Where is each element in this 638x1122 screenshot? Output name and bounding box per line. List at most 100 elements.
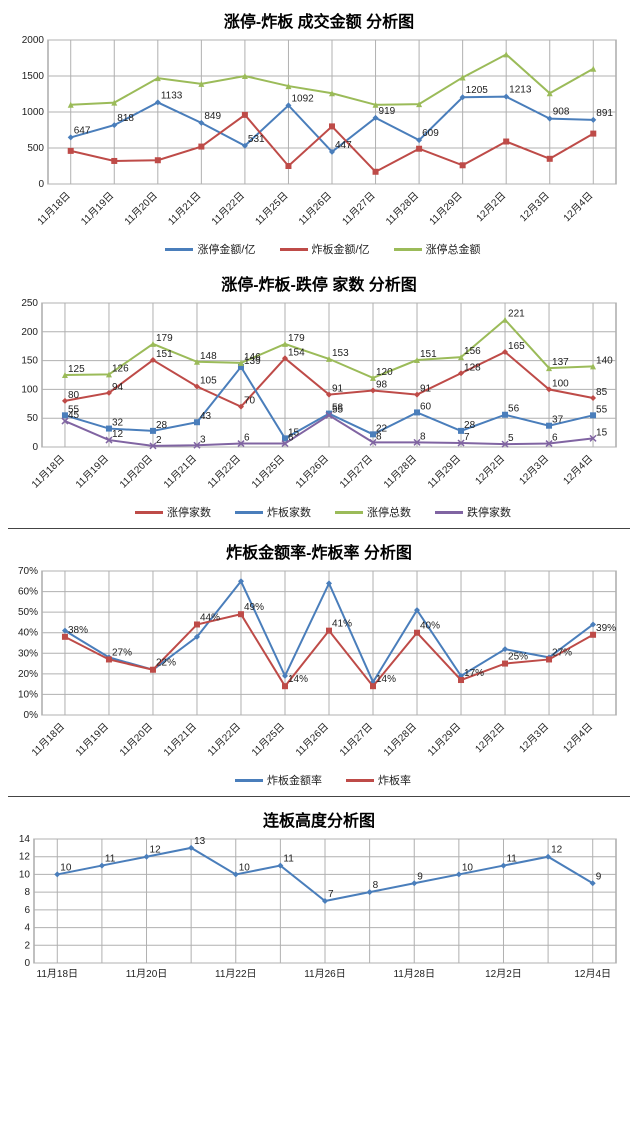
svg-text:120: 120 [376,367,393,378]
svg-text:100: 100 [21,384,38,395]
svg-text:179: 179 [156,333,173,344]
chart-svg: 02468101214101112131011789101112911月18日1… [8,833,630,981]
svg-text:11月20日: 11月20日 [126,968,168,980]
svg-text:11月28日: 11月28日 [393,968,435,980]
svg-text:28: 28 [464,420,476,431]
svg-text:91: 91 [332,384,344,395]
svg-text:11月28日: 11月28日 [381,721,419,759]
svg-text:500: 500 [27,143,44,154]
svg-text:5: 5 [508,433,514,444]
svg-text:125: 125 [68,364,85,375]
svg-text:70: 70 [244,396,256,407]
svg-text:9: 9 [417,871,423,882]
svg-text:609: 609 [422,128,439,139]
svg-text:50: 50 [27,413,39,424]
svg-text:140: 140 [596,355,613,366]
svg-text:8: 8 [24,887,30,898]
svg-text:0: 0 [24,958,30,969]
svg-text:10: 10 [462,862,474,873]
svg-text:12月4日: 12月4日 [561,721,595,755]
svg-text:11月26日: 11月26日 [293,721,331,759]
chart-block: 连板高度分析图024681012141011121310117891011129… [0,799,638,986]
svg-text:11月27日: 11月27日 [340,190,378,228]
svg-text:11月27日: 11月27日 [337,721,375,759]
svg-text:12: 12 [112,429,124,440]
svg-text:11月20日: 11月20日 [122,190,160,228]
svg-text:41%: 41% [332,619,352,630]
svg-text:22%: 22% [156,658,176,669]
svg-text:80: 80 [68,390,80,401]
svg-text:12月4日: 12月4日 [561,190,595,224]
svg-text:1092: 1092 [291,93,314,104]
svg-text:12月3日: 12月3日 [517,453,551,487]
svg-text:6: 6 [552,433,558,444]
svg-text:0%: 0% [24,710,39,721]
chart-legend: 炸板金额率炸板率 [8,766,630,794]
svg-text:27%: 27% [112,647,132,658]
svg-text:11: 11 [105,854,116,865]
svg-text:148: 148 [200,351,217,362]
svg-text:137: 137 [552,357,569,368]
svg-text:2: 2 [24,940,30,951]
svg-text:11月22日: 11月22日 [209,190,247,228]
svg-text:151: 151 [420,349,437,360]
svg-text:11月22日: 11月22日 [215,968,257,980]
svg-text:156: 156 [464,346,481,357]
svg-text:1000: 1000 [22,107,45,118]
svg-text:7: 7 [464,432,470,443]
svg-text:647: 647 [74,125,91,136]
svg-text:11月18日: 11月18日 [35,190,73,228]
svg-text:12月2日: 12月2日 [474,190,508,224]
svg-text:10: 10 [19,869,31,880]
svg-text:11月26日: 11月26日 [296,190,334,228]
svg-text:0: 0 [32,442,38,453]
svg-text:20%: 20% [18,669,38,680]
svg-text:11月22日: 11月22日 [205,721,243,759]
svg-text:150: 150 [21,356,38,367]
svg-text:15: 15 [596,427,608,438]
svg-text:447: 447 [335,140,352,151]
svg-text:12: 12 [150,845,162,856]
svg-text:891: 891 [596,108,613,119]
svg-text:2: 2 [156,435,162,446]
svg-text:908: 908 [553,107,570,118]
svg-text:9: 9 [596,871,602,882]
svg-text:85: 85 [596,387,608,398]
svg-text:11月18日: 11月18日 [37,968,79,980]
svg-text:10%: 10% [18,689,38,700]
svg-text:11月19日: 11月19日 [73,721,111,759]
svg-text:11月28日: 11月28日 [383,190,421,228]
svg-text:39%: 39% [596,623,616,634]
svg-text:55: 55 [332,404,344,415]
svg-text:11月21日: 11月21日 [166,190,204,228]
svg-text:11月19日: 11月19日 [79,190,117,228]
svg-text:14%: 14% [288,674,308,685]
svg-text:12月2日: 12月2日 [485,968,522,980]
svg-text:1213: 1213 [509,85,532,96]
svg-text:1133: 1133 [161,90,183,101]
svg-text:37: 37 [552,415,564,426]
svg-text:11: 11 [506,854,517,865]
svg-text:4: 4 [24,923,30,934]
svg-text:40%: 40% [420,621,440,632]
svg-text:11月26日: 11月26日 [293,453,331,491]
svg-text:154: 154 [288,347,305,358]
svg-text:11月26日: 11月26日 [304,968,346,980]
svg-text:12月2日: 12月2日 [473,721,507,755]
svg-text:98: 98 [376,380,388,391]
svg-text:200: 200 [21,327,38,338]
chart-legend: 涨停金额/亿炸板金额/亿涨停总金额 [8,235,630,263]
svg-text:11月29日: 11月29日 [427,190,465,228]
svg-text:38%: 38% [68,625,88,636]
svg-text:8: 8 [376,431,382,442]
svg-text:45: 45 [68,410,80,421]
svg-text:49%: 49% [244,602,264,613]
svg-text:11月21日: 11月21日 [161,721,199,759]
svg-text:50%: 50% [18,607,38,618]
svg-text:11月29日: 11月29日 [425,721,463,759]
svg-text:151: 151 [156,349,173,360]
svg-text:14: 14 [19,834,31,845]
svg-text:12月3日: 12月3日 [517,721,551,755]
svg-text:11月18日: 11月18日 [29,453,67,491]
chart-svg: 0500100015002000647818113384953110924479… [8,34,630,230]
